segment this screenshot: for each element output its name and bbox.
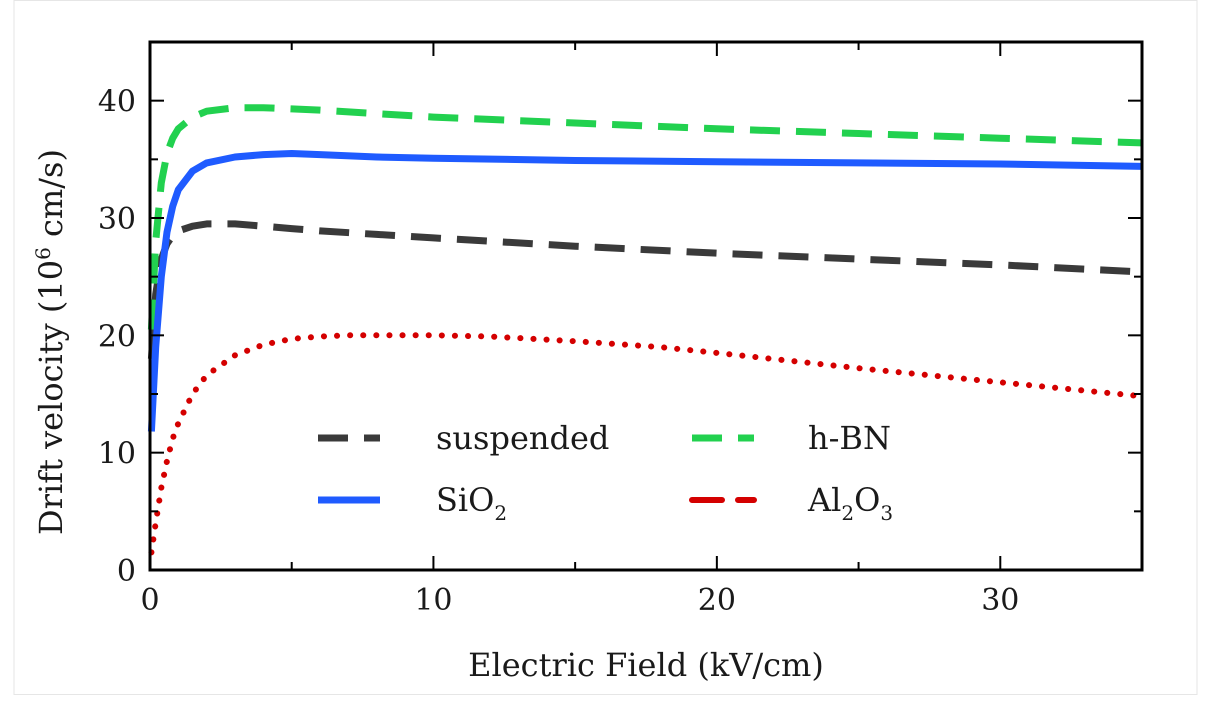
y-axis-title-exponent: 6 (31, 247, 55, 260)
figure-frame (13, 0, 1198, 695)
y-tick-label-0: 0 (117, 554, 136, 589)
y-axis-title: Drift velocity (106 cm/s) (31, 149, 70, 535)
legend-label-al2o3: Al2O3 (807, 481, 893, 525)
y-tick-label-40: 40 (98, 85, 136, 120)
legend-label-al2o3-mid: O (854, 481, 880, 519)
legend-label-suspended-text: suspended (436, 419, 609, 457)
legend-label-suspended: suspended (436, 419, 609, 457)
legend-label-h-bn: h-BN (808, 419, 891, 457)
y-tick-labels: 0 10 20 30 40 (98, 85, 136, 589)
legend-label-al2o3-text: Al (807, 481, 841, 519)
x-tick-label-0: 0 (140, 583, 159, 618)
legend-label-al2o3-sub1: 2 (841, 501, 854, 525)
x-tick-label-30: 30 (981, 583, 1019, 618)
y-tick-label-10: 10 (98, 437, 136, 472)
y-tick-label-30: 30 (98, 202, 136, 237)
legend-label-h-bn-text: h-BN (808, 419, 891, 457)
legend-label-sio2: SiO2 (436, 481, 507, 525)
x-tick-label-10: 10 (414, 583, 452, 618)
legend-label-al2o3-sub2: 3 (880, 501, 893, 525)
x-tick-labels: 0 10 20 30 (140, 583, 1019, 618)
series-line-al2o3 (148, 332, 1145, 556)
series-layer (147, 104, 1145, 556)
legend-label-sio2-text: SiO (436, 481, 494, 519)
ticks-layer (149, 41, 1143, 571)
legend-label-sio2-sub: 2 (494, 501, 507, 525)
series-line-h-bn (147, 104, 1143, 330)
x-axis-title: Electric Field (kV/cm) (468, 646, 824, 684)
plot-area-border (148, 40, 1144, 572)
y-axis-title-tail: cm/s) (32, 149, 70, 247)
y-tick-label-20: 20 (98, 319, 136, 354)
legend: suspended h-BN SiO2 Al2O3 (318, 419, 893, 525)
x-tick-label-20: 20 (698, 583, 736, 618)
y-axis-title-main: Drift velocity (10 (32, 260, 70, 535)
series-line-sio2 (147, 150, 1143, 432)
